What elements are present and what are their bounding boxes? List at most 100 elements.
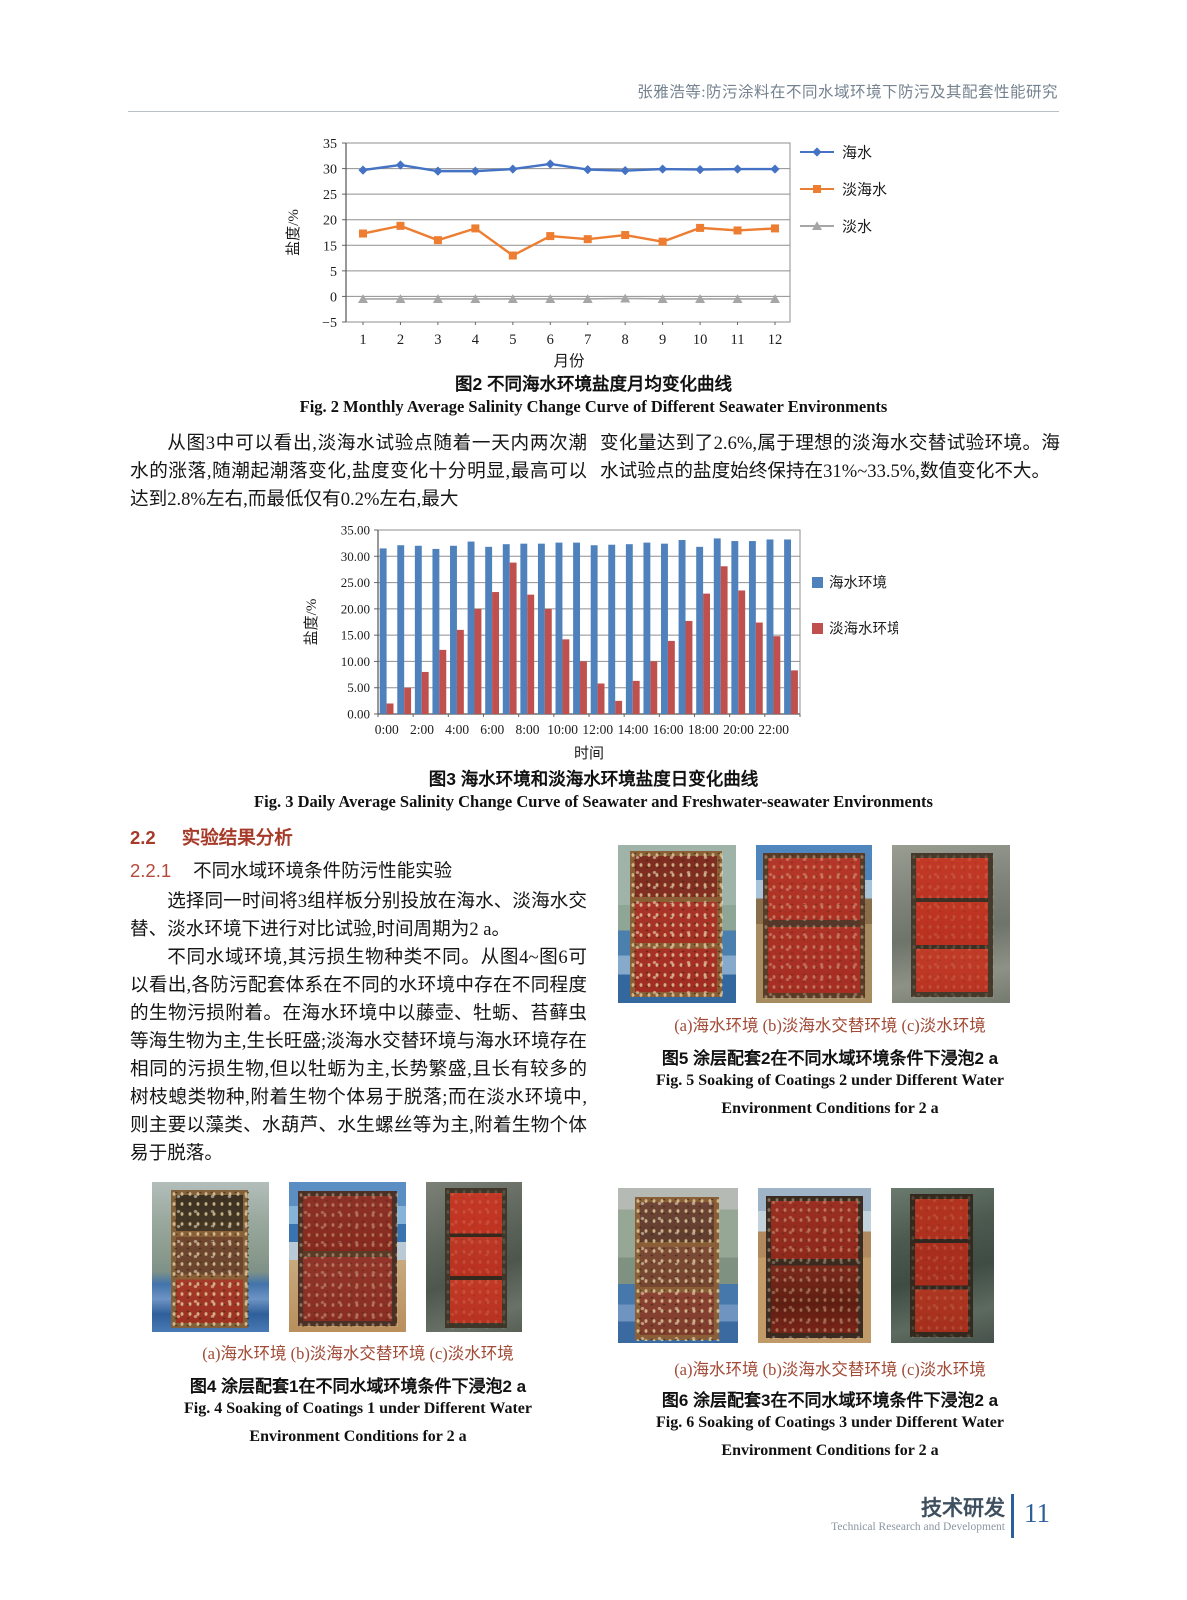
section-heading-2-2-1: 2.2.1 不同水域环境条件防污性能实验 bbox=[130, 857, 452, 883]
test-panel-frame bbox=[909, 851, 995, 998]
svg-text:5.00: 5.00 bbox=[347, 680, 370, 695]
svg-text:9: 9 bbox=[659, 332, 666, 348]
svg-text:3: 3 bbox=[434, 332, 441, 348]
svg-text:2:00: 2:00 bbox=[410, 722, 434, 737]
svg-text:30: 30 bbox=[323, 163, 337, 178]
svg-text:15: 15 bbox=[323, 239, 337, 254]
fig2-caption-en: Fig. 2 Monthly Average Salinity Change C… bbox=[299, 397, 888, 416]
svg-text:4: 4 bbox=[472, 332, 480, 348]
fig6-photo-seawater bbox=[618, 1188, 738, 1343]
fig6-photo-freshwater-seawater bbox=[758, 1188, 871, 1343]
svg-text:20: 20 bbox=[323, 214, 337, 229]
test-panel-frame bbox=[761, 851, 867, 1000]
svg-text:0:00: 0:00 bbox=[375, 722, 399, 737]
svg-text:11: 11 bbox=[731, 332, 745, 348]
svg-text:海水环境: 海水环境 bbox=[829, 574, 887, 592]
fig4-caption-en-line2: Environment Conditions for 2 a bbox=[249, 1428, 467, 1445]
fig5-photo-freshwater-seawater bbox=[756, 845, 872, 1003]
svg-text:0: 0 bbox=[330, 290, 337, 305]
svg-text:10:00: 10:00 bbox=[547, 722, 578, 737]
svg-text:淡海水环境: 淡海水环境 bbox=[829, 620, 898, 638]
fig4-caption-en-line1: Fig. 4 Soaking of Coatings 1 under Diffe… bbox=[183, 1400, 532, 1417]
svg-text:22:00: 22:00 bbox=[758, 722, 789, 737]
fig4-photo-row bbox=[152, 1182, 522, 1332]
svg-text:盐度/%: 盐度/% bbox=[303, 599, 320, 646]
body-paragraph-2: 选择同一时间将3组样板分别投放在海水、淡海水交替、淡水环境下进行对比试验,时间周… bbox=[130, 891, 587, 940]
section-number: 2.2 bbox=[130, 827, 156, 848]
svg-text:35: 35 bbox=[323, 137, 337, 152]
svg-text:18:00: 18:00 bbox=[688, 722, 719, 737]
svg-text:淡水: 淡水 bbox=[842, 219, 872, 236]
svg-text:25.00: 25.00 bbox=[341, 575, 370, 590]
test-panel-frame bbox=[297, 1190, 398, 1327]
svg-text:5: 5 bbox=[509, 332, 516, 348]
svg-text:时间: 时间 bbox=[574, 745, 604, 762]
svg-text:12: 12 bbox=[768, 332, 783, 348]
test-panel-frame bbox=[169, 1188, 250, 1329]
test-panel-frame bbox=[444, 1187, 509, 1328]
fig2-caption-zh: 图2 不同海水环境盐度月均变化曲线 bbox=[454, 374, 733, 394]
svg-text:海水: 海水 bbox=[842, 145, 872, 162]
fig3-caption-zh: 图3 海水环境和淡海水环境盐度日变化曲线 bbox=[428, 769, 759, 789]
fig6-caption-en-line1: Fig. 6 Soaking of Coatings 3 under Diffe… bbox=[655, 1414, 1004, 1431]
fig5-caption-zh: 图5 涂层配套2在不同水域环境条件下浸泡2 a bbox=[661, 1049, 999, 1068]
fig6-caption-zh: 图6 涂层配套3在不同水域环境条件下浸泡2 a bbox=[661, 1391, 999, 1410]
svg-text:月份: 月份 bbox=[553, 352, 585, 370]
fig5-caption-en-line1: Fig. 5 Soaking of Coatings 2 under Diffe… bbox=[655, 1072, 1004, 1089]
footer-section-zh: 技术研发 bbox=[921, 1497, 1005, 1520]
svg-text:0.00: 0.00 bbox=[347, 707, 370, 722]
fig4-photo-seawater bbox=[152, 1182, 269, 1332]
svg-text:30.00: 30.00 bbox=[341, 549, 370, 564]
fig5-subcaption: (a)海水环境 (b)淡海水交替环境 (c)淡水环境 bbox=[674, 1016, 986, 1035]
svg-text:1: 1 bbox=[359, 332, 366, 348]
fig3-bar-chart: 0.00 5.00 10.00 15.00 20.00 25.00 30.00 35.00 0:… bbox=[303, 523, 898, 763]
test-panel-frame bbox=[908, 1193, 975, 1338]
fig4-subcaption: (a)海水环境 (b)淡海水交替环境 (c)淡水环境 bbox=[202, 1344, 514, 1363]
header-rule bbox=[128, 111, 1059, 112]
subsection-title: 不同水域环境条件防污性能实验 bbox=[193, 862, 453, 882]
svg-text:4:00: 4:00 bbox=[445, 722, 469, 737]
svg-text:35.00: 35.00 bbox=[341, 523, 370, 538]
fig5-photo-seawater bbox=[618, 845, 736, 1003]
section-heading-2-2: 2.2 实验结果分析 bbox=[130, 824, 293, 850]
running-head: 张雅浩等:防污涂料在不同水域环境下防污及其配套性能研究 bbox=[637, 84, 1058, 101]
footer-section-en: Technical Research and Development bbox=[831, 1521, 1005, 1533]
svg-text:6: 6 bbox=[547, 332, 554, 348]
test-panel-frame bbox=[764, 1194, 865, 1339]
svg-text:5: 5 bbox=[330, 265, 337, 280]
svg-text:16:00: 16:00 bbox=[653, 722, 684, 737]
svg-text:12:00: 12:00 bbox=[582, 722, 613, 737]
svg-text:20.00: 20.00 bbox=[341, 601, 370, 616]
fig5-photo-freshwater bbox=[892, 845, 1010, 1003]
svg-text:10.00: 10.00 bbox=[341, 654, 370, 669]
svg-text:淡海水: 淡海水 bbox=[842, 182, 887, 199]
svg-text:15.00: 15.00 bbox=[341, 628, 370, 643]
fig6-photo-freshwater bbox=[891, 1188, 994, 1343]
test-panel-frame bbox=[628, 850, 723, 999]
svg-text:8: 8 bbox=[622, 332, 629, 348]
svg-text:盐度/%: 盐度/% bbox=[285, 209, 302, 256]
fig3-caption-en: Fig. 3 Daily Average Salinity Change Cur… bbox=[254, 792, 933, 811]
fig5-caption-en-line2: Environment Conditions for 2 a bbox=[721, 1100, 939, 1117]
page-number: 11 bbox=[1024, 1498, 1050, 1528]
body-paragraph-3: 不同水域环境,其污损生物种类不同。从图4~图6可以看出,各防污配套体系在不同的水… bbox=[130, 947, 587, 1164]
fig6-subcaption: (a)海水环境 (b)淡海水交替环境 (c)淡水环境 bbox=[674, 1360, 986, 1379]
fig5-photo-row bbox=[618, 845, 1010, 1003]
svg-text:2: 2 bbox=[397, 332, 404, 348]
svg-text:8:00: 8:00 bbox=[515, 722, 539, 737]
fig6-caption-en-line2: Environment Conditions for 2 a bbox=[721, 1442, 939, 1459]
fig4-photo-freshwater bbox=[426, 1182, 522, 1332]
svg-text:−5: −5 bbox=[322, 316, 337, 331]
footer-divider-bar bbox=[1011, 1494, 1014, 1538]
section-title: 实验结果分析 bbox=[181, 827, 293, 848]
svg-text:6:00: 6:00 bbox=[480, 722, 504, 737]
subsection-number: 2.2.1 bbox=[130, 860, 172, 881]
body-paragraph-left: 从图3中可以看出,淡海水试验点随着一天内两次潮水的涨落,随潮起潮落变化,盐度变化… bbox=[130, 433, 587, 510]
body-paragraph-right: 变化量达到了2.6%,属于理想的淡海水交替试验环境。海水试验点的盐度始终保持在3… bbox=[600, 433, 1060, 482]
svg-text:25: 25 bbox=[323, 188, 337, 203]
fig4-photo-freshwater-seawater bbox=[289, 1182, 406, 1332]
test-panel-frame bbox=[633, 1196, 720, 1341]
svg-text:20:00: 20:00 bbox=[723, 722, 754, 737]
